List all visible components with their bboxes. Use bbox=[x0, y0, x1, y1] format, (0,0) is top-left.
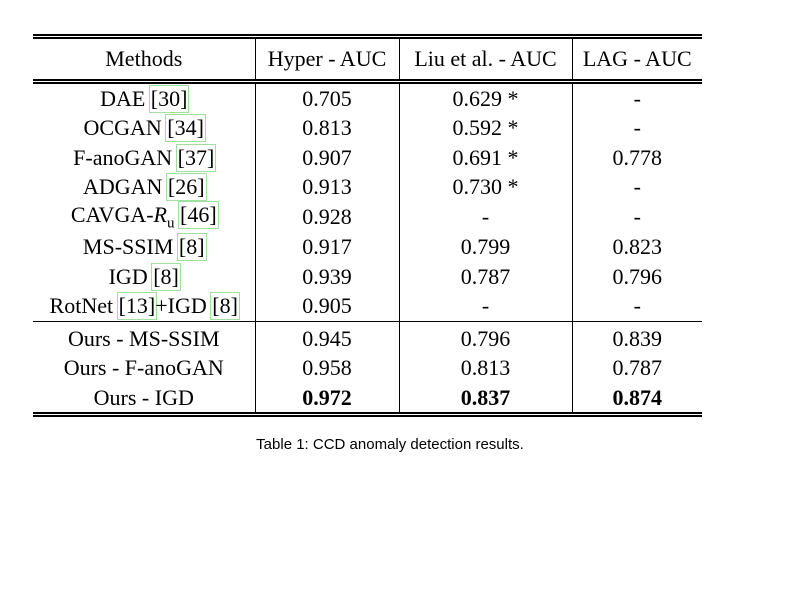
value-cell: 0.796 bbox=[398, 320, 572, 354]
value-cell: 0.705 bbox=[254, 81, 399, 114]
table-row: F-anoGAN [37] 0.907 0.691 * 0.778 bbox=[33, 143, 702, 173]
value-cell: - bbox=[398, 202, 572, 233]
table-row: IGD [8] 0.939 0.787 0.796 bbox=[33, 261, 702, 292]
results-table: Methods Hyper - AUC Liu et al. - AUC LAG - … bbox=[33, 34, 702, 418]
value-cell: 0.629 * bbox=[398, 81, 572, 114]
method-cell: RotNet [13]+IGD [8] bbox=[33, 291, 255, 321]
value-cell: 0.958 bbox=[254, 353, 399, 383]
method-cell: Ours - IGD bbox=[33, 382, 255, 418]
citation[interactable]: [37] bbox=[175, 143, 217, 172]
header-cell: Hyper - AUC bbox=[254, 36, 399, 84]
method-text: IGD bbox=[108, 263, 154, 289]
table-row: Ours - IGD 0.972 0.837 0.874 bbox=[33, 382, 702, 418]
method-text: Ours - F-anoGAN bbox=[63, 355, 224, 381]
method-cell: MS-SSIM [8] bbox=[33, 232, 255, 262]
value-cell: 0.905 bbox=[254, 291, 399, 322]
value-cell: 0.939 bbox=[254, 261, 399, 292]
value-cell: - bbox=[571, 113, 702, 143]
method-cell: Ours - F-anoGAN bbox=[33, 353, 255, 383]
table-row: CAVGA-Ru [46] 0.928- - bbox=[33, 201, 702, 233]
citation[interactable]: [34] bbox=[165, 114, 206, 143]
citation[interactable]: [46] bbox=[178, 201, 219, 229]
citation[interactable]: [30] bbox=[148, 84, 190, 113]
table-row: RotNet [13]+IGD [8] 0.905- - bbox=[33, 291, 702, 322]
value-cell: 0.839 bbox=[571, 320, 702, 354]
method-cell: CAVGA-Ru [46] bbox=[33, 201, 255, 232]
method-text: MS-SSIM bbox=[82, 234, 179, 260]
citation[interactable]: [26] bbox=[165, 173, 207, 202]
value-cell: 0.813 bbox=[254, 113, 399, 143]
method-text: F-anoGAN bbox=[73, 144, 178, 170]
method-cell: Ours - MS-SSIM bbox=[33, 320, 255, 354]
header-cell: Methods bbox=[33, 36, 255, 84]
method-text: +IGD bbox=[155, 293, 213, 319]
value-cell: 0.787 bbox=[571, 353, 702, 383]
method-text: u bbox=[167, 215, 175, 232]
value-cell: - bbox=[571, 81, 702, 114]
value-cell: 0.730 * bbox=[398, 172, 572, 202]
table-row: DAE [30] 0.705 0.629 * - bbox=[33, 81, 702, 114]
table-wrap: Methods Hyper - AUC Liu et al. - AUC LAG - … bbox=[33, 34, 702, 418]
method-text: CAVGA- bbox=[70, 202, 154, 227]
value-cell: 0.837 bbox=[398, 382, 572, 418]
value-cell: 0.787 bbox=[398, 261, 572, 292]
row-group: Ours - MS-SSIM 0.945 0.796 0.839 Ours - F-an… bbox=[33, 320, 702, 418]
header-cell: Liu et al. - AUC bbox=[398, 36, 572, 84]
value-cell: - bbox=[398, 291, 572, 322]
citation[interactable]: [8] bbox=[176, 233, 207, 262]
value-cell: 0.691 * bbox=[398, 143, 572, 173]
value-cell: 0.972 bbox=[254, 382, 399, 418]
table-row: MS-SSIM [8] 0.917 0.799 0.823 bbox=[33, 232, 702, 262]
method-text: OCGAN bbox=[83, 115, 168, 141]
value-cell: 0.917 bbox=[254, 232, 399, 262]
value-cell: 0.945 bbox=[254, 320, 399, 354]
value-cell: 0.907 bbox=[254, 143, 399, 173]
value-cell: 0.913 bbox=[254, 172, 399, 202]
value-cell: 0.778 bbox=[571, 143, 702, 173]
caption: Table 1: CCD anomaly detection results. bbox=[256, 436, 524, 453]
value-cell: 0.799 bbox=[398, 232, 572, 262]
value-cell: 0.813 bbox=[398, 353, 572, 383]
header-row: Methods Hyper - AUC Liu et al. - AUC LAG - … bbox=[33, 36, 702, 84]
method-cell: F-anoGAN [37] bbox=[33, 143, 255, 173]
method-cell: IGD [8] bbox=[33, 262, 255, 292]
method-text: ADGAN bbox=[82, 174, 168, 200]
value-cell: 0.823 bbox=[571, 232, 702, 262]
method-text: RotNet bbox=[49, 293, 119, 319]
table-head: Methods Hyper - AUC Liu et al. - AUC LAG - … bbox=[33, 36, 702, 84]
header-cell: LAG - AUC bbox=[571, 36, 702, 84]
citation[interactable]: [13] bbox=[116, 292, 158, 321]
method-cell: OCGAN [34] bbox=[33, 114, 255, 144]
value-cell: - bbox=[571, 172, 702, 202]
method-text: R bbox=[153, 202, 167, 227]
method-text: DAE bbox=[100, 85, 151, 111]
value-cell: - bbox=[571, 202, 702, 233]
table-row: Ours - F-anoGAN 0.958 0.813 0.787 bbox=[33, 353, 702, 383]
row-group: DAE [30] 0.705 0.629 * - OCGAN [34] 0.813 0.59… bbox=[33, 81, 702, 322]
table-row: OCGAN [34] 0.813 0.592 * - bbox=[33, 113, 702, 144]
value-cell: 0.928 bbox=[254, 202, 399, 233]
method-text: Ours - MS-SSIM bbox=[67, 325, 220, 351]
citation[interactable]: [8] bbox=[210, 292, 240, 321]
method-text: Ours - IGD bbox=[93, 384, 194, 410]
citation[interactable]: [8] bbox=[151, 262, 181, 291]
method-cell: ADGAN [26] bbox=[33, 173, 255, 203]
value-cell: 0.796 bbox=[571, 261, 702, 292]
table-row: ADGAN [26] 0.913 0.730 * - bbox=[33, 172, 702, 203]
value-cell: - bbox=[571, 291, 702, 322]
value-cell: 0.592 * bbox=[398, 113, 572, 143]
value-cell: 0.874 bbox=[571, 382, 702, 418]
table-row: Ours - MS-SSIM 0.945 0.796 0.839 bbox=[33, 320, 702, 354]
method-cell: DAE [30] bbox=[33, 82, 255, 114]
